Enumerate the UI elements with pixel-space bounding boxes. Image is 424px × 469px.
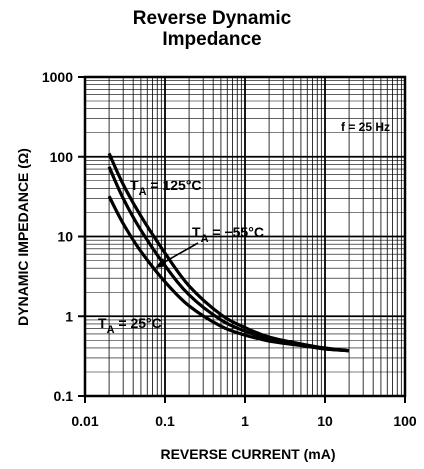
annotation-ta-125: TA = 125°C [130,177,202,198]
annotation-frequency: f = 25 Hz [341,120,390,134]
annotation-ta-minus-55-t: T [192,224,201,240]
annotation-ta-25-t: T [98,315,107,331]
annotation-ta-minus-55: TA = −55°C [192,224,264,245]
x-tick-label: 10 [317,413,333,429]
x-axis-label: REVERSE CURRENT (mA) [160,446,335,462]
chart-title: Reverse Dynamic Impedance [0,8,424,50]
annotation-ta-minus-55-sub: A [201,233,209,245]
annotation-arrowhead-minus-55 [155,258,167,268]
label-group: 0.01 0.1 1 10 100 1000 100 10 1 0.1 [42,69,417,429]
y-tick-label: 1000 [42,69,73,85]
annotation-ta-minus-55-value: = −55°C [209,224,264,240]
annotation-ta-25-sub: A [107,324,115,336]
y-tick-label: 100 [50,149,74,165]
annotation-ta-25-value: = 25°C [115,315,162,331]
annotation-ta-25: TA = 25°C [98,315,162,336]
grid [84,76,406,397]
chart-title-line-2: Impedance [162,29,262,50]
plot-frame [83,75,407,398]
y-axis-label: DYNAMIC IMPEDANCE (Ω) [15,148,31,326]
x-tick-label: 1 [241,413,249,429]
x-tick-label: 0.01 [71,413,98,429]
annotation-ta-125-value: = 125°C [147,177,202,193]
series-line-2 [107,195,350,353]
chart-title-line-1: Reverse Dynamic [132,8,292,29]
annotation-ta-125-t: T [130,177,139,193]
annotation-ta-125-sub: A [139,186,147,198]
y-tick-label: 1 [65,308,73,324]
annotation-frequency-text: f = 25 Hz [341,120,390,134]
y-tick-label: 0.1 [54,388,74,404]
x-tick-label: 0.1 [155,413,175,429]
series-group [107,152,350,353]
y-tick-label: 10 [57,229,73,245]
annotation-arrow-minus-55 [160,242,199,265]
x-tick-label: 100 [393,413,417,429]
